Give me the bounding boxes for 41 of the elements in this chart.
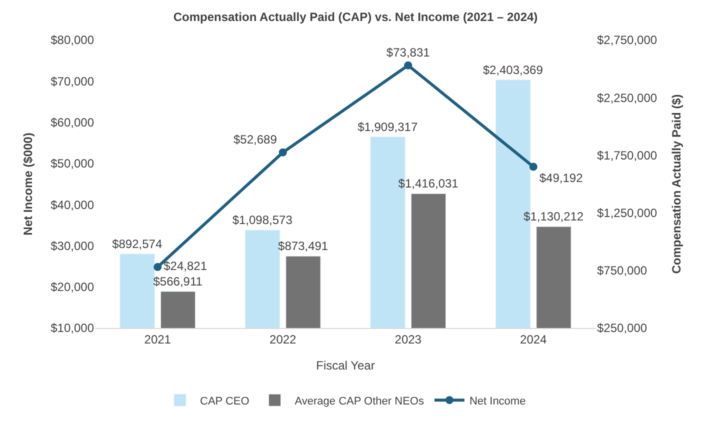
x-axis-title: Fiscal Year <box>316 358 375 372</box>
data-label: $1,416,031 <box>398 176 459 191</box>
data-label: $73,831 <box>386 45 430 60</box>
legend-label: Net Income <box>469 395 526 408</box>
y-tick-label: $50,000 <box>50 156 94 171</box>
data-label: $1,909,317 <box>358 120 418 134</box>
y-tick-label: $30,000 <box>50 238 94 253</box>
y-tick-label: $80,000 <box>50 33 94 48</box>
data-label: $24,821 <box>164 259 208 274</box>
data-label: $1,130,212 <box>524 210 584 224</box>
y-tick-label: $40,000 <box>50 198 94 212</box>
x-tick-label: 2021 <box>144 332 172 346</box>
x-tick-label: 2023 <box>394 332 422 346</box>
y2-tick-label: $1,750,000 <box>597 148 658 162</box>
y-tick-label: $10,000 <box>50 321 94 336</box>
point <box>278 148 287 156</box>
point <box>404 61 412 70</box>
point <box>154 263 162 272</box>
data-label: $52,689 <box>233 132 278 146</box>
y2-tick-label: $250,000 <box>597 321 648 336</box>
data-label: $2,403,369 <box>482 62 544 77</box>
legend-label: Average CAP Other NEOs <box>294 395 424 408</box>
chart-title: Compensation Actually Paid (CAP) vs. Net Income (2021 – 2024) <box>173 10 538 24</box>
x-tick-label: 2024 <box>520 332 548 346</box>
y-axis-title: Net Income ($000) <box>20 132 35 236</box>
data-label: $873,491 <box>278 239 328 254</box>
y2-tick-label: $750,000 <box>597 264 648 278</box>
y2-tick-label: $2,750,000 <box>597 33 658 48</box>
legend-label: CAP CEO <box>200 395 250 408</box>
y2-axis-title: Compensation Actually Paid ($) <box>669 94 684 274</box>
data-label: $892,574 <box>112 236 162 251</box>
x-tick-label: 2022 <box>270 332 297 346</box>
data-label: $49,192 <box>539 170 584 185</box>
y-tick-label: $70,000 <box>50 74 94 88</box>
y2-tick-label: $2,250,000 <box>597 90 658 105</box>
point <box>529 162 538 171</box>
y2-tick-label: $1,250,000 <box>597 206 658 220</box>
data-label: $566,911 <box>153 274 203 288</box>
y-tick-label: $60,000 <box>50 115 94 130</box>
data-label: $1,098,573 <box>232 213 293 228</box>
y-tick-label: $20,000 <box>50 280 94 294</box>
